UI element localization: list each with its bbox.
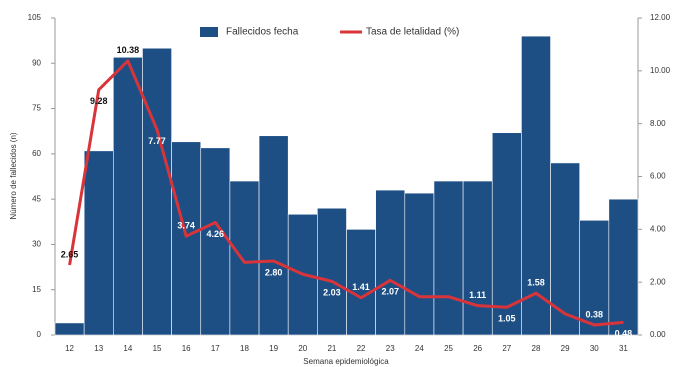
x-axis-title: Semana epidemiológica xyxy=(303,357,389,366)
y-tick-label: 75 xyxy=(32,104,41,113)
bar xyxy=(433,180,464,336)
x-tick-label: 16 xyxy=(182,344,191,353)
bar xyxy=(142,47,172,336)
y2-tick-label: 10.00 xyxy=(650,66,671,75)
data-label: 4.26 xyxy=(207,229,225,239)
data-label: 9.28 xyxy=(90,96,108,106)
x-tick-label: 13 xyxy=(94,344,103,353)
bar xyxy=(521,35,551,336)
data-label: 1.58 xyxy=(527,278,545,288)
x-tick-label: 31 xyxy=(619,344,628,353)
data-label: 1.05 xyxy=(498,314,516,324)
x-tick-label: 22 xyxy=(357,344,366,353)
bar xyxy=(491,132,522,336)
line xyxy=(68,59,624,327)
y-tick-label: 60 xyxy=(32,149,41,158)
x-tick-label: 20 xyxy=(298,344,307,353)
data-label: 0.48 xyxy=(615,329,633,339)
legend-swatch xyxy=(200,27,218,37)
bar xyxy=(200,147,231,336)
data-label: 7.77 xyxy=(148,136,166,146)
bar xyxy=(579,219,610,336)
data-label: 2.65 xyxy=(61,249,79,259)
x-tick-label: 25 xyxy=(444,344,453,353)
bar xyxy=(346,229,376,336)
x-tick-label: 12 xyxy=(65,344,74,353)
data-label: 3.74 xyxy=(177,221,195,231)
bar xyxy=(608,198,639,336)
data-label: 1.41 xyxy=(352,282,370,292)
y-tick-label: 105 xyxy=(28,13,42,22)
y-tick-label: 45 xyxy=(32,194,41,203)
x-tick-label: 17 xyxy=(211,344,220,353)
legend-label: Fallecidos fecha xyxy=(226,27,299,38)
y-tick-label: 0 xyxy=(37,330,42,339)
y-axis-title: Número de fallecidos (n) xyxy=(9,132,18,219)
bar xyxy=(550,162,580,336)
legend-label: Tasa de letalidad (%) xyxy=(366,27,459,38)
y2-tick-label: 4.00 xyxy=(650,224,666,233)
data-label: 2.80 xyxy=(265,267,283,277)
data-label: 0.38 xyxy=(586,309,604,319)
bar xyxy=(171,141,202,336)
x-tick-label: 24 xyxy=(415,344,424,353)
x-tick-label: 23 xyxy=(386,344,395,353)
y-tick-label: 90 xyxy=(32,58,41,67)
y2-tick-label: 12.00 xyxy=(650,13,671,22)
x-tick-label: 14 xyxy=(123,344,132,353)
data-label: 10.38 xyxy=(117,45,140,55)
x-tick-label: 19 xyxy=(269,344,278,353)
bar xyxy=(83,150,114,336)
bar xyxy=(462,180,493,336)
x-tick-label: 18 xyxy=(240,344,249,353)
x-tick-label: 30 xyxy=(590,344,599,353)
bar xyxy=(404,192,435,336)
y-tick-label: 30 xyxy=(32,240,41,249)
data-label: 2.07 xyxy=(381,287,399,297)
y2-tick-label: 2.00 xyxy=(650,277,666,286)
x-tick-label: 26 xyxy=(473,344,482,353)
data-label: 1.11 xyxy=(469,290,486,300)
bar xyxy=(113,56,143,336)
bar xyxy=(258,135,289,336)
y2-tick-label: 8.00 xyxy=(650,119,666,128)
bar xyxy=(54,322,85,336)
data-label: 2.03 xyxy=(323,288,341,298)
y-tick-label: 15 xyxy=(32,285,41,294)
y2-tick-label: 0.00 xyxy=(650,330,666,339)
x-tick-label: 29 xyxy=(561,344,570,353)
x-tick-label: 28 xyxy=(532,344,541,353)
x-tick-label: 15 xyxy=(153,344,162,353)
bar xyxy=(229,180,260,336)
x-tick-label: 21 xyxy=(327,344,336,353)
x-tick-label: 27 xyxy=(502,344,511,353)
bar xyxy=(375,189,406,336)
bar xyxy=(317,207,347,336)
y2-tick-label: 6.00 xyxy=(650,172,666,181)
